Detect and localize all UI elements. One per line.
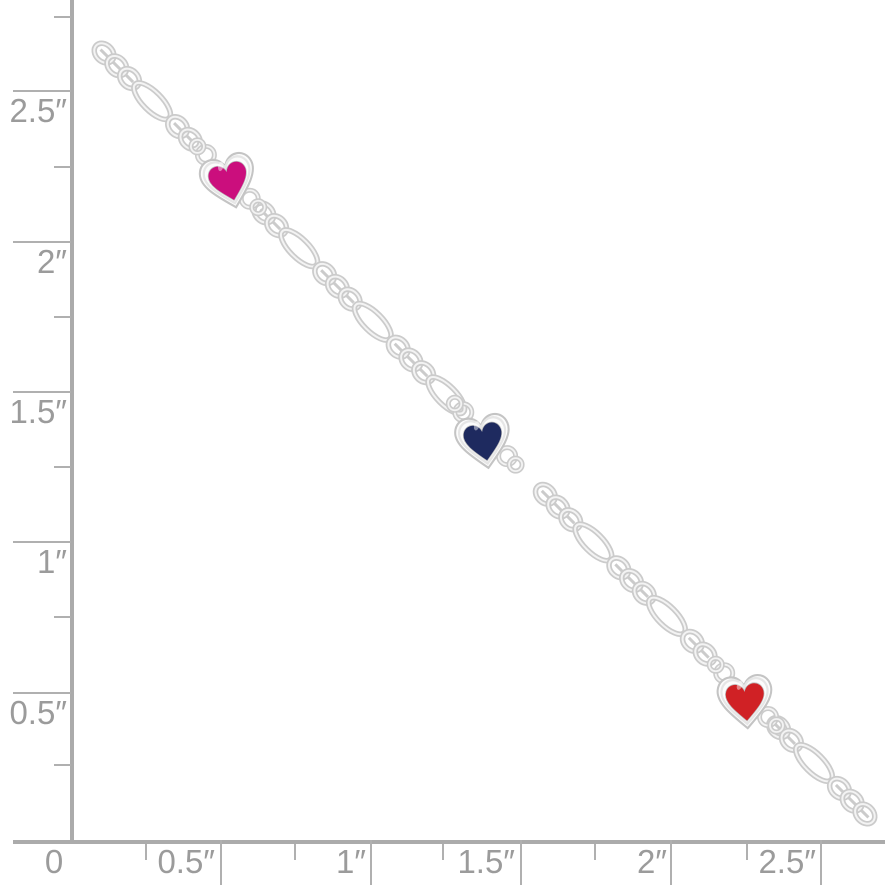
navy-enamel-heart [454,413,510,470]
chain-links [91,40,878,827]
red-enamel-heart [716,673,773,730]
pink-enamel-heart [198,151,254,209]
